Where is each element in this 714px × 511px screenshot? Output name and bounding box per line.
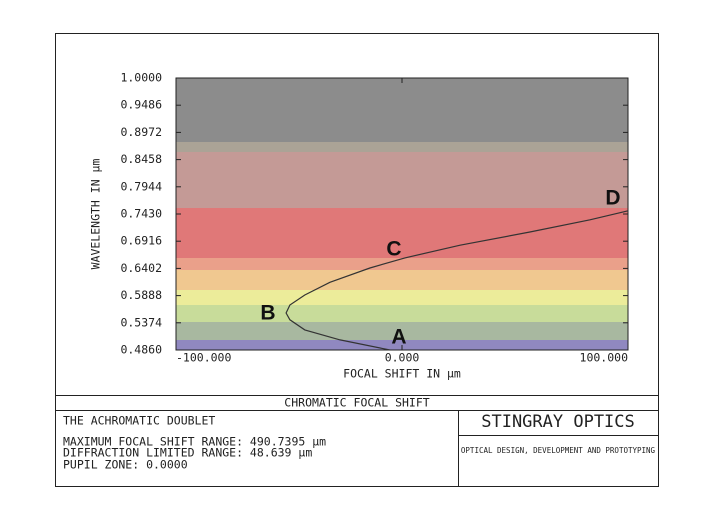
company: STINGRAY OPTICS xyxy=(481,412,635,432)
info-line: PUPIL ZONE: 0.0000 xyxy=(63,458,188,472)
x-tick-label: 100.000 xyxy=(580,351,629,365)
outer-frame xyxy=(55,33,659,487)
y-tick-label: 0.7430 xyxy=(120,207,162,221)
x-axis-label: FOCAL SHIFT IN µm xyxy=(343,367,461,381)
x-tick-label: -100.000 xyxy=(176,351,231,365)
y-tick-label: 0.8458 xyxy=(120,152,162,166)
y-tick-label: 0.5374 xyxy=(120,315,162,329)
y-tick-label: 1.0000 xyxy=(120,71,162,85)
chart-title: CHROMATIC FOCAL SHIFT xyxy=(284,396,429,410)
annotation: B xyxy=(260,302,275,325)
y-tick-label: 0.6916 xyxy=(120,234,162,248)
y-axis-label: WAVELENGTH IN µm xyxy=(89,159,103,270)
annotation: A xyxy=(391,326,406,349)
info-line: DIFFRACTION LIMITED RANGE: 48.639 µm xyxy=(63,446,312,460)
info-line: MAXIMUM FOCAL SHIFT RANGE: 490.7395 µm xyxy=(63,435,326,449)
lens-name: THE ACHROMATIC DOUBLET xyxy=(63,414,215,428)
x-tick-label: 0.000 xyxy=(385,351,420,365)
y-tick-label: 0.6402 xyxy=(120,261,162,275)
bands xyxy=(176,78,628,350)
y-tick-label: 0.9486 xyxy=(120,98,162,112)
y-tick-label: 0.8972 xyxy=(120,125,162,139)
y-tick-label: 0.4860 xyxy=(120,343,162,357)
y-tick-label: 0.5888 xyxy=(120,288,162,302)
focal-shift-curve xyxy=(285,210,629,351)
tagline: OPTICAL DESIGN, DEVELOPMENT AND PROTOTYP… xyxy=(461,446,656,455)
annotation: D xyxy=(605,187,620,210)
annotation: C xyxy=(386,238,401,261)
y-tick-label: 0.7944 xyxy=(120,179,162,193)
